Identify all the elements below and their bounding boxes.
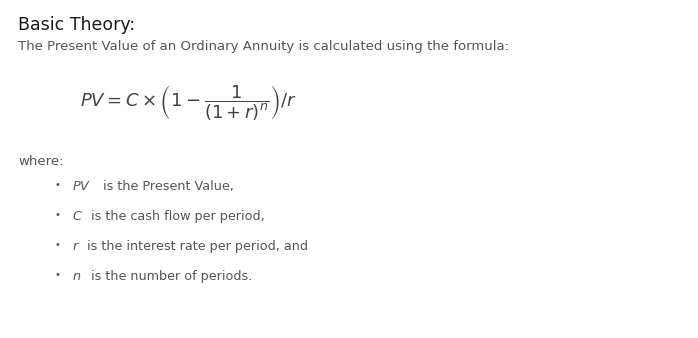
- Text: is the interest rate per period, and: is the interest rate per period, and: [83, 240, 309, 253]
- Text: $C$: $C$: [72, 210, 83, 223]
- Text: •: •: [55, 210, 61, 220]
- Text: is the cash flow per period,: is the cash flow per period,: [87, 210, 265, 223]
- Text: Basic Theory:: Basic Theory:: [18, 16, 135, 34]
- Text: •: •: [55, 270, 61, 280]
- Text: •: •: [55, 240, 61, 250]
- Text: $PV = C \times \left(1 - \dfrac{1}{(1+r)^{n}}\right) /r$: $PV = C \times \left(1 - \dfrac{1}{(1+r)…: [80, 83, 297, 122]
- Text: where:: where:: [18, 155, 64, 168]
- Text: $r$: $r$: [72, 240, 80, 253]
- Text: $n$: $n$: [72, 270, 81, 283]
- Text: The Present Value of an Ordinary Annuity is calculated using the formula:: The Present Value of an Ordinary Annuity…: [18, 40, 509, 53]
- Text: $PV$: $PV$: [72, 180, 91, 193]
- Text: is the number of periods.: is the number of periods.: [87, 270, 253, 283]
- Text: •: •: [55, 180, 61, 190]
- Text: is the Present Value,: is the Present Value,: [98, 180, 233, 193]
